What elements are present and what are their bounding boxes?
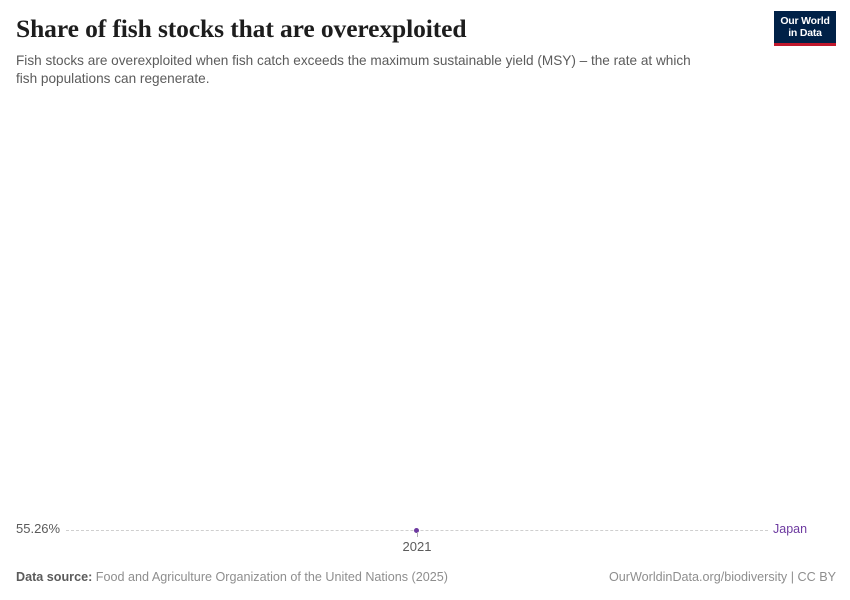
chart-subtitle: Fish stocks are overexploited when fish … — [16, 53, 691, 86]
plot-area[interactable]: 55.26% 2021 Japan — [0, 96, 850, 554]
owid-logo[interactable]: Our World in Data — [774, 11, 836, 46]
data-source-label: Data source: — [16, 570, 93, 584]
data-source: Data source: Food and Agriculture Organi… — [16, 569, 448, 585]
owid-logo-line-2: in Data — [788, 27, 822, 39]
y-axis-tick-label: 55.26% — [16, 521, 61, 536]
x-axis-tick-label: 2021 — [402, 539, 432, 554]
attribution-link[interactable]: OurWorldinData.org/biodiversity | CC BY — [608, 570, 836, 584]
data-source-value: Food and Agriculture Organization of the… — [95, 570, 448, 584]
page-title: Share of fish stocks that are overexploi… — [16, 14, 467, 43]
series-label-japan[interactable]: Japan — [773, 522, 808, 536]
data-point-japan-2021[interactable] — [414, 527, 419, 533]
x-axis-tick — [416, 532, 418, 537]
gridline-row: 55.26% 2021 Japan — [0, 521, 850, 554]
chart-header: Share of fish stocks that are overexploi… — [16, 14, 756, 88]
chart-footer: Data source: Food and Agriculture Organi… — [16, 569, 836, 585]
owid-logo-line-1: Our World — [780, 15, 830, 27]
